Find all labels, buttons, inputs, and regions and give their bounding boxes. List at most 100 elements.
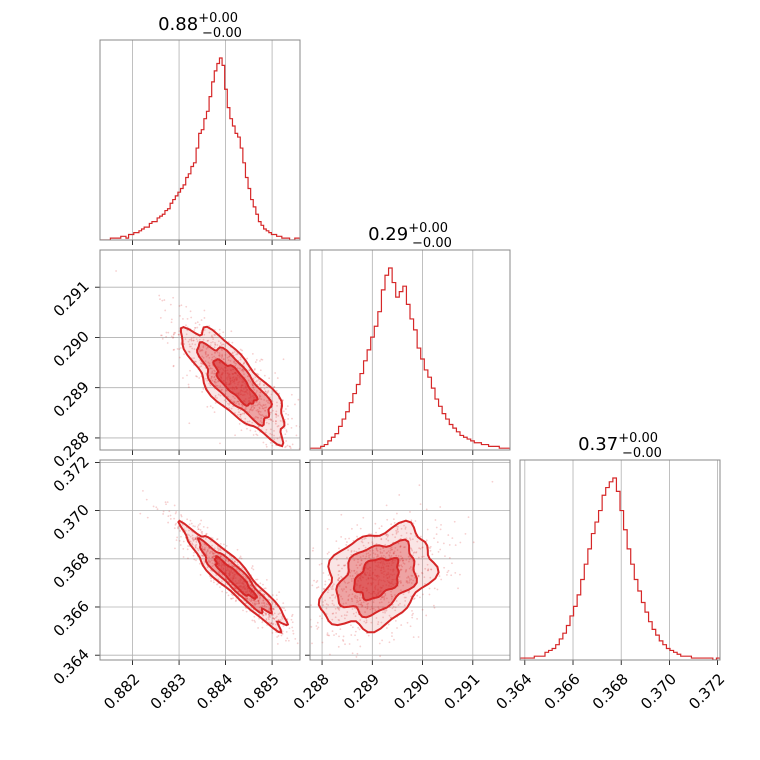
scatter-point-2-425: [322, 587, 325, 590]
scatter-point-1-476: [218, 553, 220, 556]
scatter-point-0-852: [241, 412, 244, 415]
scatter-point-1-564: [194, 538, 196, 541]
scatter-point-2-180: [366, 607, 369, 609]
scatter-point-2-621: [337, 619, 340, 621]
scatter-point-1-253: [186, 548, 189, 551]
scatter-point-1-682: [219, 549, 222, 552]
scatter-point-2-782: [311, 549, 314, 552]
scatter-point-2-365: [342, 564, 345, 567]
scatter-point-0-199: [231, 352, 234, 355]
scatter-point-1-15: [253, 599, 256, 602]
scatter-point-2-875: [408, 560, 410, 563]
scatter-point-1-184: [208, 561, 211, 564]
scatter-point-2-327: [348, 537, 350, 540]
scatter-point-2-517: [356, 652, 359, 655]
scatter-point-0-695: [217, 380, 220, 383]
scatter-point-2-342: [291, 652, 293, 654]
scatter-point-1-758: [271, 594, 274, 596]
scatter-point-1-26: [244, 576, 247, 579]
scatter-point-2-715: [404, 527, 407, 530]
scatter-point-2-730: [361, 604, 364, 607]
scatter-point-2-500: [361, 538, 364, 541]
scatter-point-1-221: [263, 593, 266, 596]
scatter-point-2-373: [338, 577, 340, 580]
scatter-point-0-224: [247, 375, 250, 378]
scatter-point-0-63: [211, 379, 214, 382]
scatter-point-0-632: [228, 407, 231, 409]
scatter-point-2-236: [328, 634, 331, 637]
scatter-point-2-869: [381, 552, 384, 554]
scatter-point-0-723: [254, 430, 257, 433]
scatter-point-0-649: [239, 356, 242, 359]
scatter-point-0-702: [274, 420, 277, 423]
scatter-point-1-31: [272, 617, 275, 619]
scatter-point-0-768: [206, 379, 209, 382]
scatter-point-0-81: [269, 428, 272, 431]
scatter-point-0-543: [322, 433, 324, 435]
scatter-point-2-129: [434, 519, 437, 521]
scatter-point-0-124: [255, 409, 258, 412]
scatter-point-1-831: [276, 643, 279, 645]
scatter-point-0-760: [207, 354, 209, 357]
scatter-point-1-261: [263, 602, 266, 605]
scatter-point-2-423: [444, 555, 446, 558]
scatter-point-2-69: [406, 576, 408, 579]
scatter-point-0-434: [214, 341, 216, 344]
scatter-point-2-372: [409, 566, 412, 568]
scatter-point-0-356: [214, 344, 217, 346]
scatter-point-2-333: [354, 630, 357, 633]
scatter-point-0-532: [180, 304, 183, 307]
scatter-point-2-9: [422, 593, 424, 596]
scatter-point-1-301: [194, 537, 197, 540]
scatter-point-2-792: [357, 626, 360, 629]
scatter-point-0-539: [223, 358, 225, 361]
scatter-point-1-320: [193, 551, 195, 554]
scatter-point-0-514: [233, 360, 236, 363]
scatter-point-2-205: [315, 586, 318, 589]
scatter-point-1-22: [189, 535, 192, 538]
scatter-point-0-188: [267, 401, 269, 404]
scatter-point-2-862: [373, 556, 375, 559]
scatter-point-2-764: [405, 580, 408, 582]
scatter-point-0-652: [265, 445, 268, 448]
scatter-point-2-854: [368, 554, 370, 557]
scatter-point-0-134: [248, 420, 251, 423]
scatter-point-2-681: [383, 549, 385, 552]
scatter-point-1-719: [282, 602, 285, 605]
scatter-point-1-156: [216, 538, 218, 541]
title-upper-p0: +0.00: [198, 11, 238, 26]
scatter-point-2-351: [411, 614, 414, 617]
scatter-point-2-822: [400, 624, 403, 626]
scatter-point-0-815: [253, 417, 256, 420]
scatter-point-1-471: [264, 587, 267, 590]
scatter-point-0-426: [167, 331, 170, 334]
scatter-point-2-114: [350, 634, 353, 636]
scatter-point-2-530: [419, 503, 422, 505]
scatter-point-2-549: [384, 592, 387, 595]
scatter-point-2-615: [364, 557, 367, 560]
scatter-point-1-702: [227, 560, 230, 563]
scatter-point-0-154: [209, 344, 212, 347]
scatter-point-0-897: [271, 433, 273, 436]
scatter-point-0-643: [164, 309, 167, 312]
scatter-point-1-879: [251, 587, 254, 590]
scatter-point-1-37: [252, 599, 255, 602]
scatter-point-0-684: [272, 420, 274, 423]
scatter-point-2-311: [392, 552, 395, 555]
scatter-point-0-400: [249, 380, 252, 383]
scatter-point-1-63: [261, 621, 264, 624]
scatter-point-2-186: [350, 570, 353, 572]
scatter-point-0-119: [232, 395, 235, 398]
scatter-point-2-80: [401, 559, 404, 562]
scatter-point-1-794: [268, 599, 271, 601]
scatter-point-2-234: [360, 559, 363, 562]
scatter-point-1-415: [213, 555, 216, 558]
scatter-point-2-109: [394, 606, 397, 609]
scatter-point-0-840: [269, 419, 272, 421]
scatter-point-0-694: [287, 414, 290, 416]
scatter-point-2-68: [406, 582, 409, 584]
scatter-point-2-71: [417, 636, 420, 638]
scatter-point-0-399: [211, 341, 214, 343]
scatter-point-1-481: [188, 523, 191, 526]
scatter-point-1-71: [212, 552, 214, 555]
